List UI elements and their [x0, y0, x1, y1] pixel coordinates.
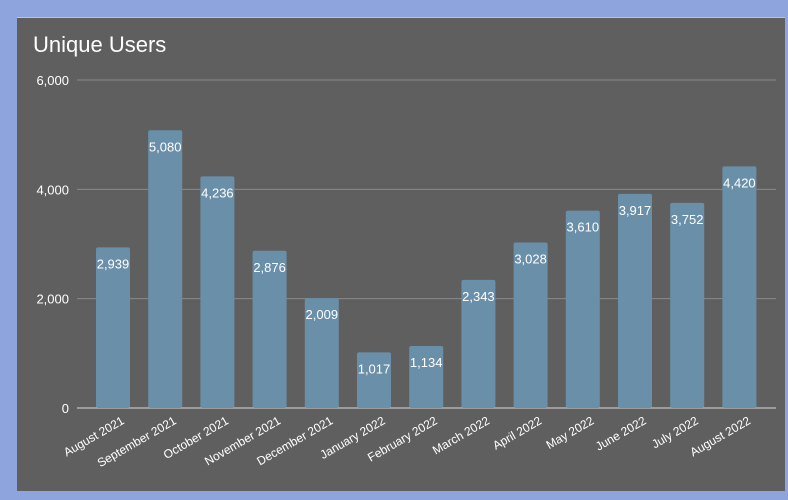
- x-tick-label: May 2022: [544, 413, 597, 452]
- data-label: 2,939: [97, 256, 130, 271]
- data-label: 5,080: [149, 139, 182, 154]
- bar: [722, 166, 757, 408]
- bar: [200, 176, 235, 408]
- data-label: 3,028: [514, 251, 547, 266]
- data-label: 3,610: [567, 220, 600, 235]
- bar: [409, 346, 444, 408]
- data-label: 3,917: [619, 203, 652, 218]
- bars: [96, 130, 757, 408]
- data-label: 1,134: [410, 355, 443, 370]
- bar: [513, 242, 548, 408]
- gridlines: [77, 79, 776, 409]
- x-tick-label: June 2022: [593, 413, 649, 453]
- data-label: 2,009: [306, 307, 339, 322]
- y-tick-label: 2,000: [36, 292, 69, 307]
- data-label: 1,017: [358, 361, 391, 376]
- bar: [148, 130, 183, 408]
- y-tick-label: 0: [62, 401, 69, 416]
- data-label: 2,343: [462, 289, 495, 304]
- chart-frame: Unique Users 2,939 5,080 4,236 2,876 2,009 1,…: [17, 17, 785, 491]
- data-labels: 2,939 5,080 4,236 2,876 2,009 1,017 1,134 2,343…: [97, 139, 756, 376]
- data-label: 3,752: [671, 212, 704, 227]
- bar: [618, 193, 652, 408]
- bar: [670, 202, 705, 408]
- data-label: 4,420: [723, 175, 756, 190]
- y-tick-label: 4,000: [36, 182, 69, 197]
- bar: [357, 352, 391, 408]
- bar-chart: 2,939 5,080 4,236 2,876 2,009 1,017 1,134 2,343…: [36, 73, 776, 470]
- bar: [461, 279, 496, 408]
- y-axis-ticks: 0 2,000 4,000 6,000: [36, 73, 69, 416]
- x-tick-label: March 2022: [430, 413, 492, 457]
- y-tick-label: 6,000: [36, 73, 69, 88]
- x-tick-label: April 2022: [490, 413, 544, 452]
- bar: [304, 298, 339, 408]
- bar: [96, 247, 130, 408]
- chart-title: Unique Users: [33, 32, 167, 57]
- bar: [565, 210, 600, 408]
- data-label: 4,236: [201, 185, 234, 200]
- bar: [252, 250, 287, 408]
- data-label: 2,876: [253, 260, 286, 275]
